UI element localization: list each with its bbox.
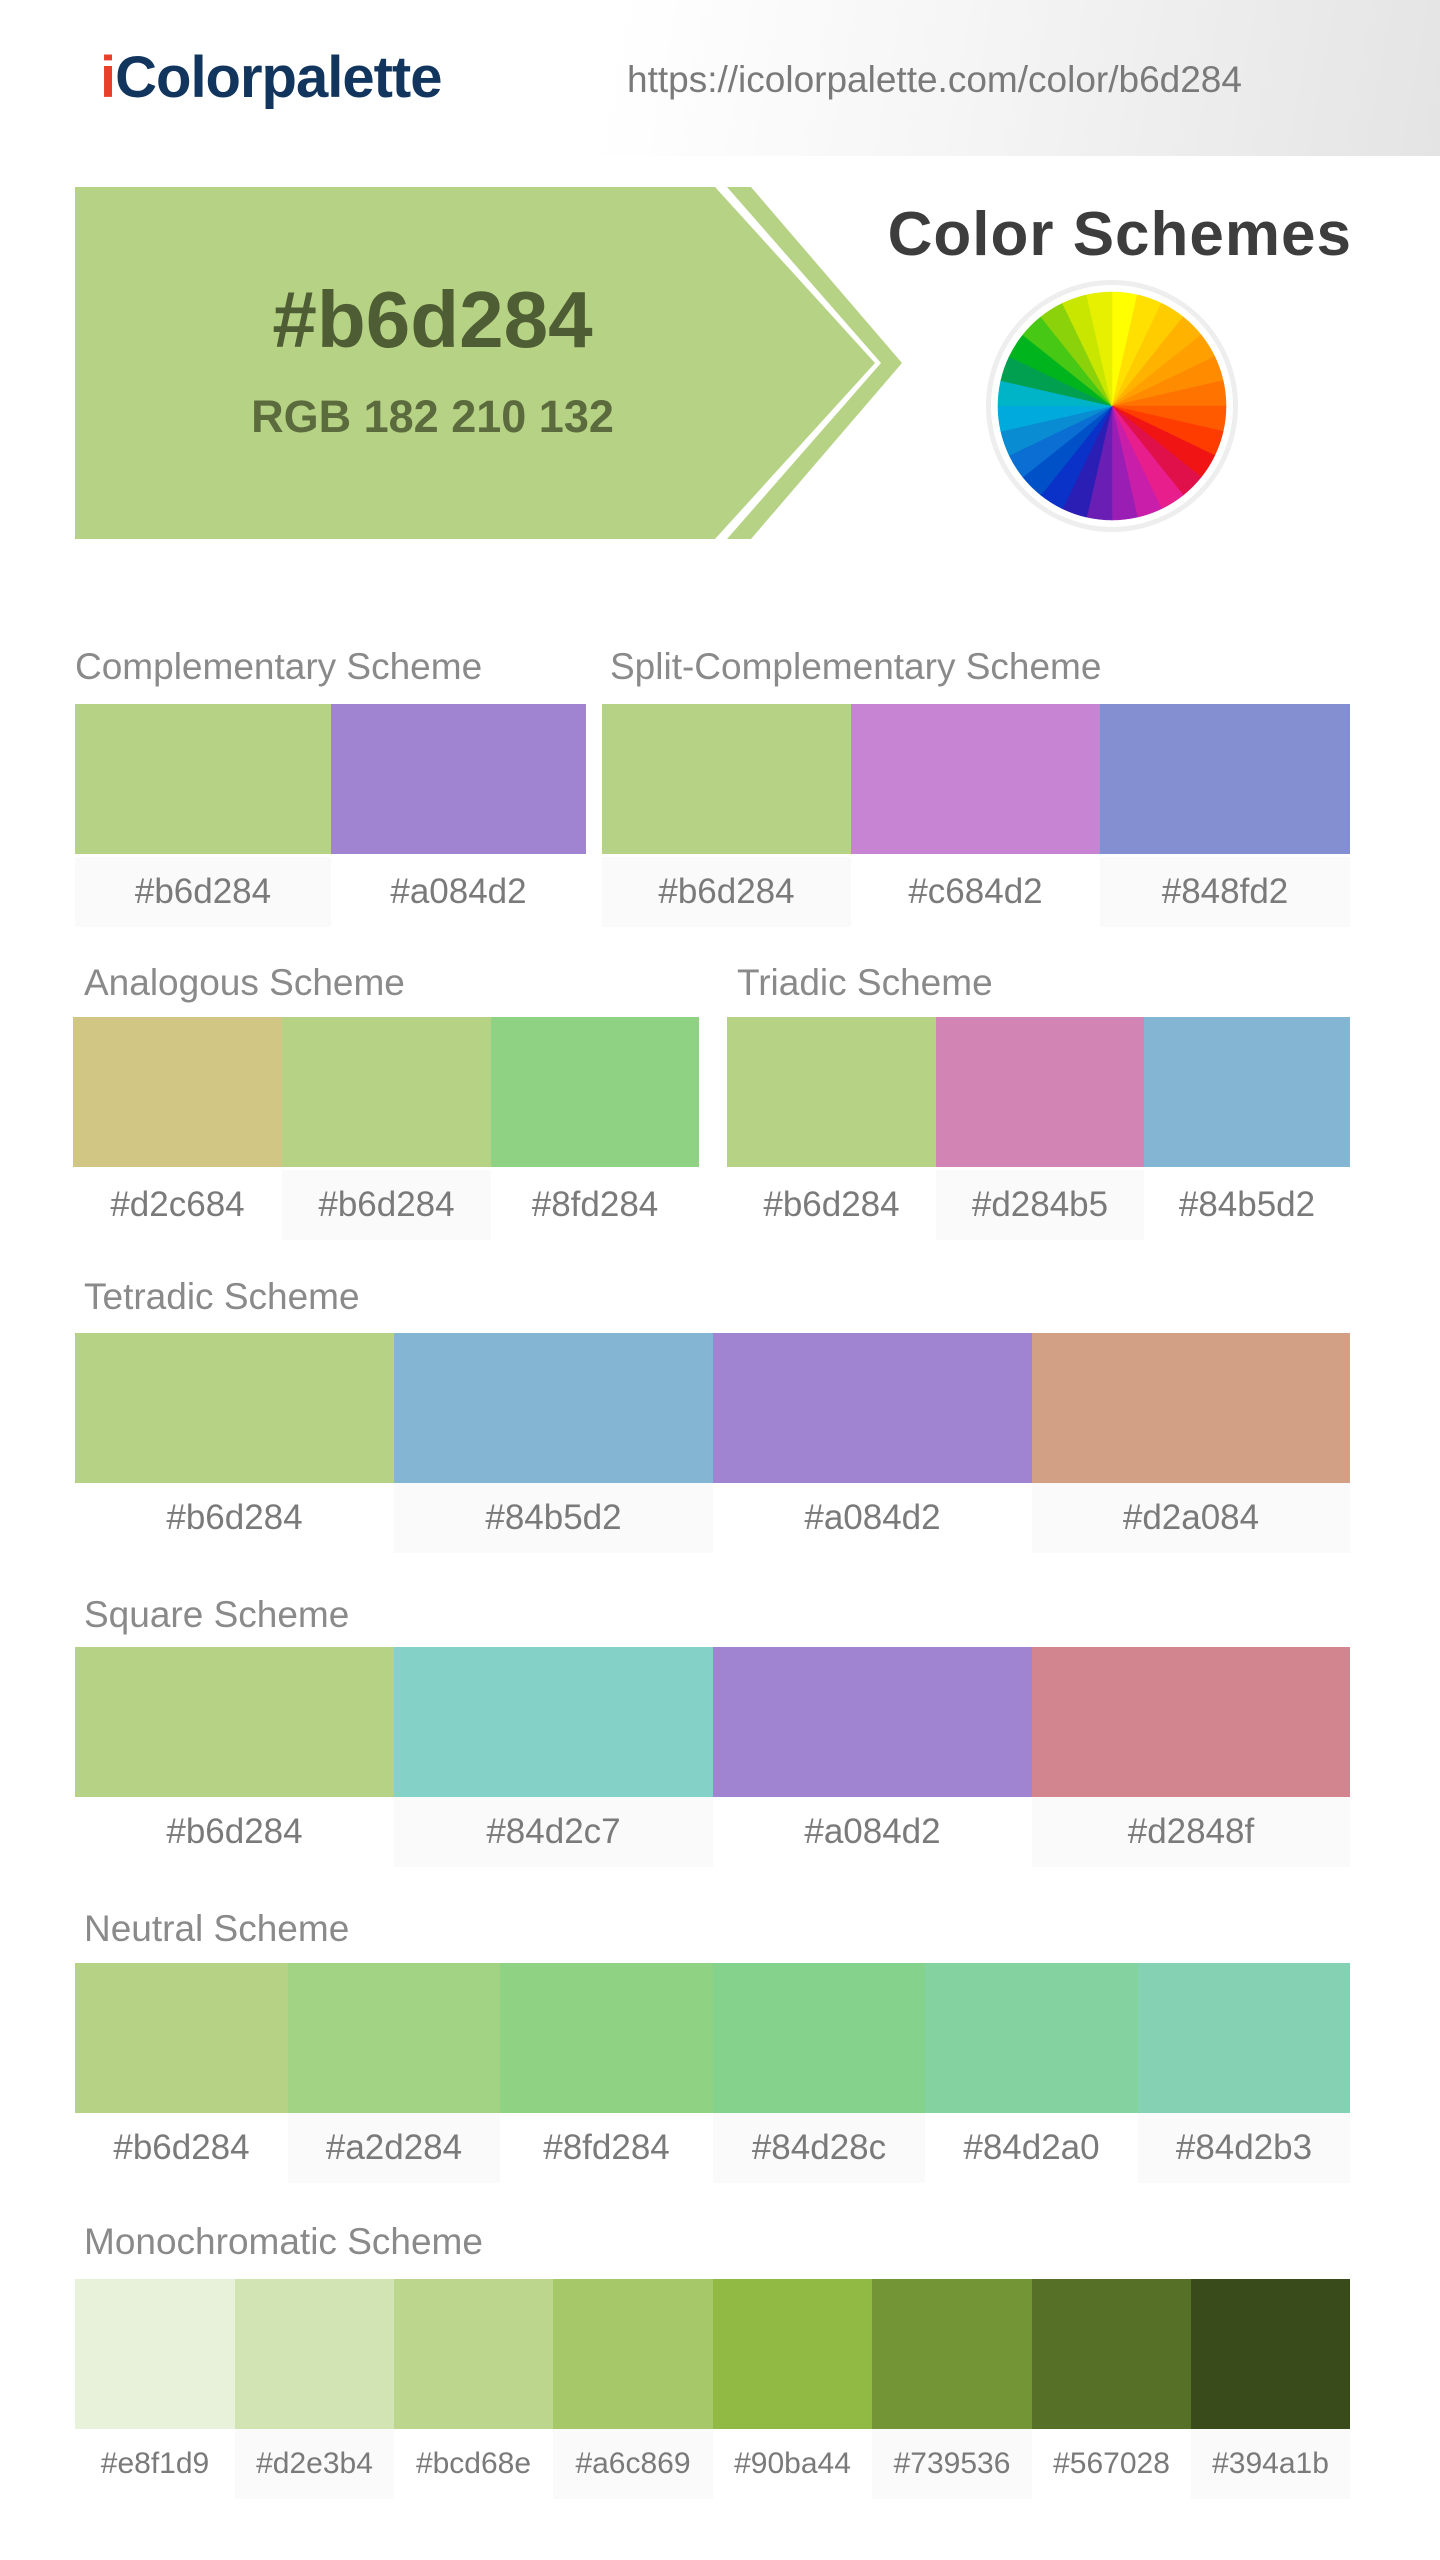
neutral-swatch[interactable]: [500, 1963, 713, 2113]
analogous-code[interactable]: #8fd284: [531, 1185, 659, 1224]
monochromatic-code[interactable]: #d2e3b4: [235, 2429, 394, 2499]
tetradic-code[interactable]: #b6d284: [166, 1498, 303, 1537]
neutral-swatch[interactable]: [288, 1963, 500, 2113]
hero-rgb: RGB 182 210 132: [251, 391, 614, 442]
header-bar: [0, 0, 1440, 156]
color-wheel-icon: [986, 280, 1238, 532]
monochromatic-swatch[interactable]: [1032, 2279, 1191, 2429]
square-code[interactable]: #b6d284: [166, 1812, 303, 1851]
monochromatic-code[interactable]: #739536: [872, 2429, 1032, 2499]
neutral-swatch[interactable]: [925, 1963, 1138, 2113]
triadic-swatch[interactable]: [936, 1017, 1144, 1167]
monochromatic-swatch[interactable]: [75, 2279, 235, 2429]
square-swatch[interactable]: [75, 1647, 394, 1797]
color-wheel-slice: [1086, 291, 1113, 407]
analogous-swatch[interactable]: [73, 1017, 282, 1167]
neutral-scheme-title: Neutral Scheme: [84, 1908, 350, 1949]
hero-hex: #b6d284: [272, 275, 593, 364]
monochromatic-code[interactable]: #394a1b: [1191, 2429, 1350, 2499]
tetradic-code[interactable]: #d2a084: [1032, 1483, 1350, 1553]
monochromatic-code[interactable]: #567028: [1053, 2447, 1170, 2480]
neutral-code[interactable]: #84d2a0: [963, 2128, 1100, 2167]
square-swatch[interactable]: [1032, 1647, 1350, 1797]
analogous-scheme-title: Analogous Scheme: [84, 962, 405, 1003]
neutral-code[interactable]: #b6d284: [113, 2128, 250, 2167]
monochromatic-swatch[interactable]: [713, 2279, 872, 2429]
split-code[interactable]: #b6d284: [602, 857, 851, 927]
analogous-swatch[interactable]: [491, 1017, 699, 1167]
square-code[interactable]: #84d2c7: [394, 1797, 713, 1867]
neutral-code[interactable]: #84d28c: [713, 2113, 925, 2183]
triadic-scheme-title: Triadic Scheme: [737, 962, 993, 1003]
tetradic-code[interactable]: #a084d2: [804, 1498, 941, 1537]
split-code[interactable]: #c684d2: [908, 872, 1043, 911]
monochromatic-swatch[interactable]: [872, 2279, 1032, 2429]
logo-i: i: [100, 45, 116, 110]
neutral-swatch[interactable]: [75, 1963, 288, 2113]
split-code[interactable]: #848fd2: [1100, 857, 1350, 927]
triadic-code[interactable]: #84b5d2: [1178, 1185, 1316, 1224]
neutral-swatch[interactable]: [713, 1963, 925, 2113]
triadic-code[interactable]: #b6d284: [763, 1185, 900, 1224]
monochromatic-code[interactable]: #90ba44: [734, 2447, 851, 2480]
tetradic-swatch[interactable]: [713, 1333, 1032, 1483]
analogous-code[interactable]: #b6d284: [282, 1170, 491, 1240]
tetradic-swatch[interactable]: [394, 1333, 713, 1483]
complementary-code[interactable]: #b6d284: [75, 857, 331, 927]
color-schemes-title: Color Schemes: [887, 200, 1352, 269]
tetradic-code[interactable]: #84b5d2: [394, 1483, 713, 1553]
square-scheme-title: Square Scheme: [84, 1594, 350, 1635]
square-swatch[interactable]: [394, 1647, 713, 1797]
tetradic-swatch[interactable]: [75, 1333, 394, 1483]
split-swatch[interactable]: [851, 704, 1100, 854]
hero-color-banner: [75, 187, 902, 539]
complementary-swatch[interactable]: [331, 704, 586, 854]
square-swatch[interactable]: [713, 1647, 1032, 1797]
neutral-code[interactable]: #84d2b3: [1138, 2113, 1350, 2183]
triadic-code[interactable]: #d284b5: [936, 1170, 1144, 1240]
tetradic-scheme-title: Tetradic Scheme: [84, 1276, 360, 1317]
triadic-swatch[interactable]: [1144, 1017, 1350, 1167]
complementary-code[interactable]: #a084d2: [390, 872, 527, 911]
page-url: https://icolorpalette.com/color/b6d284: [627, 59, 1242, 100]
neutral-code[interactable]: #a2d284: [288, 2113, 500, 2183]
monochromatic-swatch[interactable]: [235, 2279, 394, 2429]
split-complementary-scheme-title: Split-Complementary Scheme: [610, 646, 1102, 687]
monochromatic-swatch[interactable]: [394, 2279, 553, 2429]
complementary-scheme-title: Complementary Scheme: [75, 646, 483, 687]
logo-text: Colorpalette: [115, 45, 442, 110]
square-code[interactable]: #a084d2: [804, 1812, 941, 1851]
analogous-code[interactable]: #d2c684: [110, 1185, 245, 1224]
square-code[interactable]: #d2848f: [1032, 1797, 1350, 1867]
complementary-swatch[interactable]: [75, 704, 331, 854]
monochromatic-code[interactable]: #e8f1d9: [100, 2447, 210, 2480]
tetradic-swatch[interactable]: [1032, 1333, 1350, 1483]
triadic-swatch[interactable]: [727, 1017, 936, 1167]
monochromatic-code[interactable]: #a6c869: [553, 2429, 713, 2499]
split-swatch[interactable]: [1100, 704, 1350, 854]
neutral-swatch[interactable]: [1138, 1963, 1350, 2113]
monochromatic-swatch[interactable]: [1191, 2279, 1350, 2429]
analogous-swatch[interactable]: [282, 1017, 491, 1167]
monochromatic-code[interactable]: #bcd68e: [415, 2447, 532, 2480]
monochromatic-scheme-title: Monochromatic Scheme: [84, 2221, 483, 2262]
split-swatch[interactable]: [602, 704, 851, 854]
site-logo[interactable]: iColorpalette: [100, 38, 443, 118]
monochromatic-swatch[interactable]: [553, 2279, 713, 2429]
neutral-code[interactable]: #8fd284: [543, 2128, 670, 2167]
